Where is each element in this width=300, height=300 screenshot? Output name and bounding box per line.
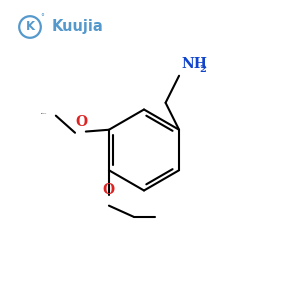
Text: 2: 2 [199, 64, 206, 74]
Text: O: O [103, 183, 115, 197]
Text: O: O [75, 115, 87, 129]
Text: °: ° [40, 14, 44, 22]
Text: NH: NH [182, 57, 207, 71]
Text: Kuujia: Kuujia [52, 20, 103, 34]
Text: K: K [26, 20, 34, 34]
Text: methoxy: methoxy [41, 113, 48, 114]
